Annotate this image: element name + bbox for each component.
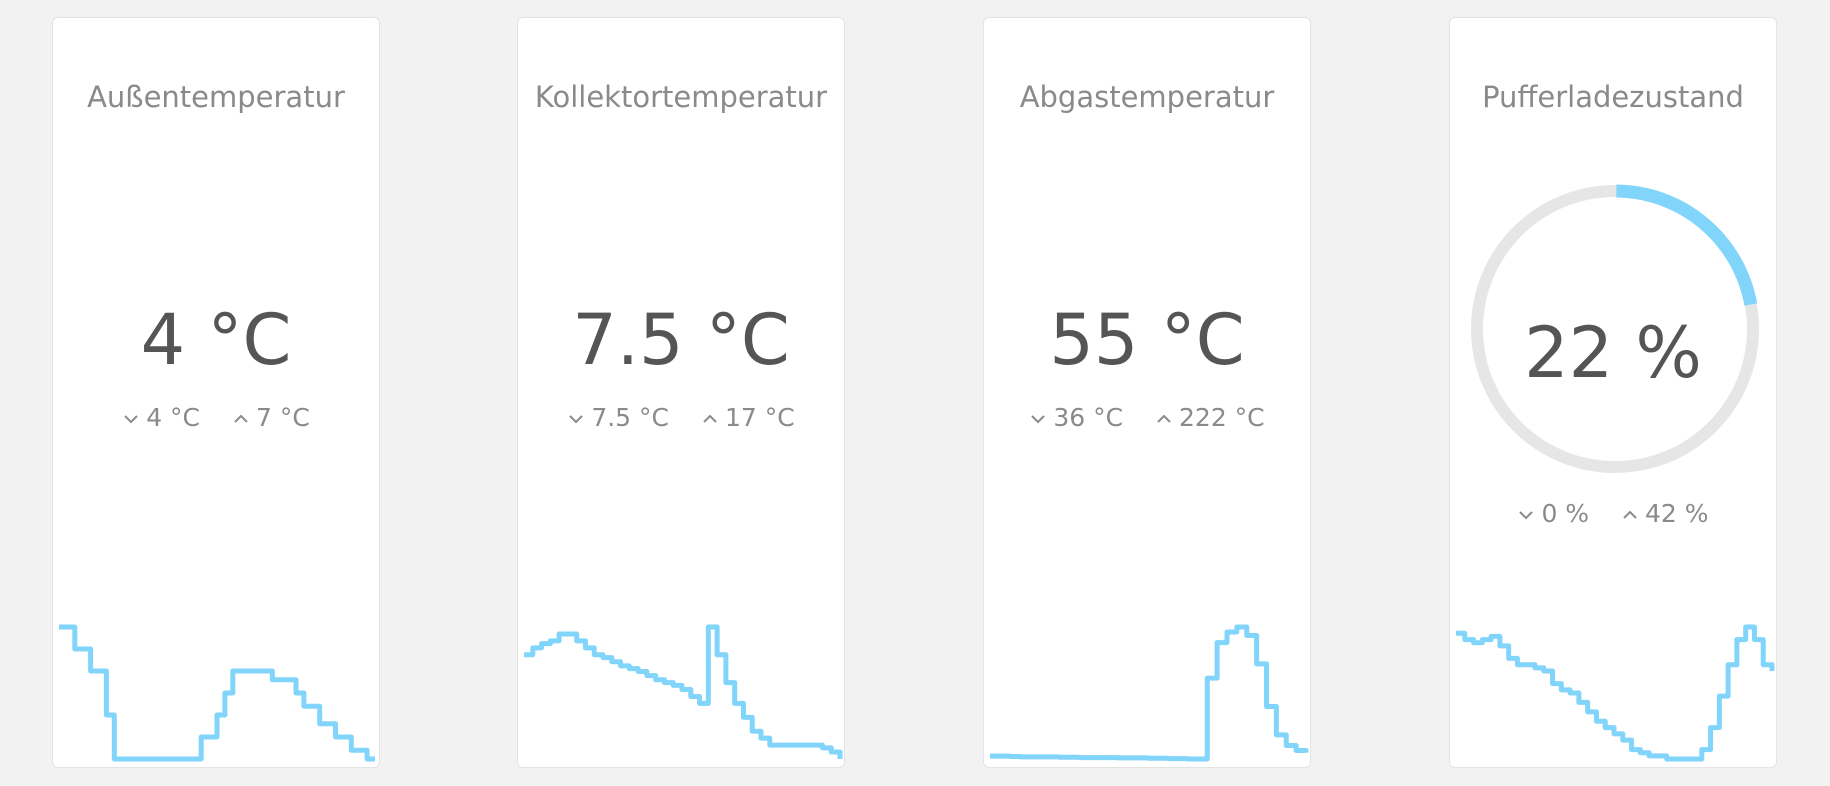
chevron-down-icon (1519, 511, 1534, 520)
card-abgastemperatur[interactable]: Abgastemperatur 55 °C 36 °C 222 °C (983, 17, 1311, 768)
chevron-down-icon (1031, 415, 1046, 424)
min-max-row: 36 °C 222 °C (984, 403, 1310, 432)
chevron-up-icon (1157, 414, 1171, 423)
history-sparkline (990, 624, 1309, 762)
card-title: Kollektortemperatur (534, 80, 828, 114)
history-sparkline (59, 624, 375, 762)
sparkline-path (1456, 624, 1775, 762)
min-max-row: 0 % 42 % (1450, 499, 1776, 528)
chevron-up-icon (1623, 510, 1637, 519)
max-value: 222 °C (1179, 403, 1265, 432)
chevron-down-icon (569, 415, 584, 424)
gauge-track (1471, 185, 1759, 473)
history-sparkline (1456, 624, 1775, 762)
card-title: Außentemperatur (87, 80, 345, 114)
chevron-up-icon (703, 414, 717, 423)
min-value: 0 % (1541, 499, 1590, 528)
sparkline-path (990, 624, 1309, 762)
min-value: 4 °C (146, 403, 201, 432)
min-max-row: 7.5 °C 17 °C (518, 403, 844, 432)
sparkline-path (524, 624, 843, 759)
card-kollektortemperatur[interactable]: Kollektortemperatur 7.5 °C 7.5 °C 17 °C (517, 17, 845, 768)
card-title: Abgastemperatur (1019, 80, 1275, 114)
card-title: Pufferladezustand (1482, 80, 1744, 114)
card-pufferladezustand[interactable]: Pufferladezustand 22 % 0 % 42 % (1449, 17, 1777, 768)
min-max-row: 4 °C 7 °C (53, 403, 379, 432)
sparkline-path (59, 624, 375, 762)
current-value: 4 °C (140, 299, 292, 381)
min-value: 36 °C (1053, 403, 1124, 432)
max-value: 7 °C (255, 403, 310, 432)
card-aussentemperatur[interactable]: Außentemperatur 4 °C 4 °C 7 °C (52, 17, 380, 768)
chevron-down-icon (124, 415, 138, 424)
current-value: 22 % (1524, 312, 1702, 394)
max-value: 42 % (1645, 499, 1709, 528)
history-sparkline (524, 624, 843, 759)
current-value: 7.5 °C (572, 299, 790, 381)
current-value: 55 °C (1049, 299, 1245, 381)
gauge-fill (1616, 184, 1758, 306)
gauge (1471, 184, 1759, 473)
chevron-up-icon (234, 414, 248, 423)
max-value: 17 °C (724, 403, 795, 432)
min-value: 7.5 °C (591, 403, 669, 432)
